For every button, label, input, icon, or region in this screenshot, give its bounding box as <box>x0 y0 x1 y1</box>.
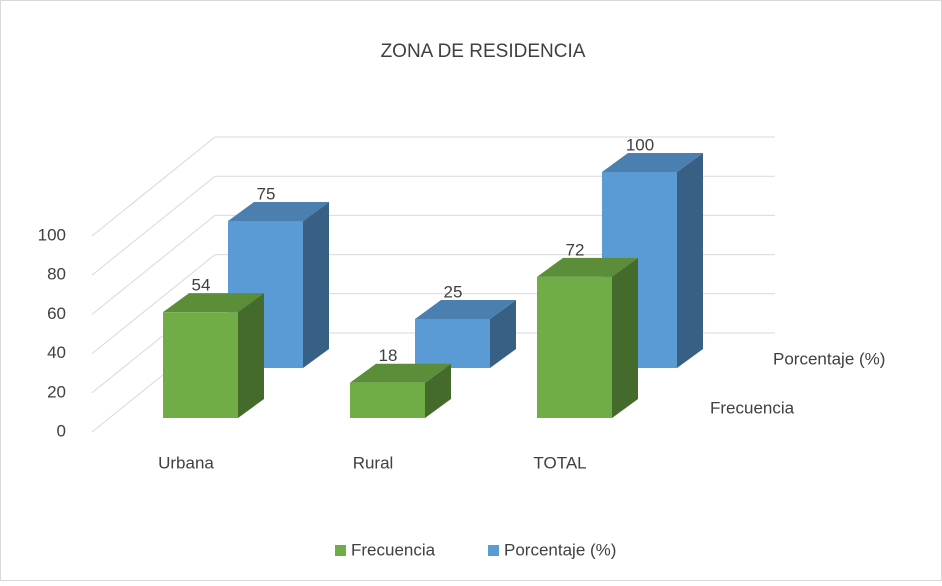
data-label: 25 <box>444 282 463 301</box>
grid-line <box>91 175 775 276</box>
x-tick-label: TOTAL <box>533 453 586 472</box>
bar-side <box>425 363 451 418</box>
bar <box>350 363 451 418</box>
y-tick-label: 80 <box>47 265 66 284</box>
y-tick-label: 60 <box>47 304 66 323</box>
depth-label: Frecuencia <box>710 398 795 417</box>
depth-label: Porcentaje (%) <box>773 349 885 368</box>
y-tick-label: 100 <box>38 225 66 244</box>
bar <box>163 293 264 418</box>
legend-swatch <box>488 545 499 556</box>
chart-title: ZONA DE RESIDENCIA <box>381 41 586 62</box>
bar <box>537 257 638 418</box>
y-tick-label: 40 <box>47 343 66 362</box>
y-tick-label: 20 <box>47 382 66 401</box>
data-label: 18 <box>379 346 398 365</box>
x-tick-label: Urbana <box>158 453 214 472</box>
data-label: 75 <box>257 184 276 203</box>
bar-top <box>537 257 638 277</box>
bar-top <box>350 363 451 383</box>
bar-side <box>677 153 703 368</box>
bar-side <box>612 257 638 418</box>
grid-line <box>91 254 775 354</box>
legend-label: Porcentaje (%) <box>504 540 616 559</box>
grid-line <box>91 136 775 237</box>
bar <box>415 300 516 368</box>
x-tick-label: Rural <box>353 453 394 472</box>
labels: 0 20 40 60 80 100 75 25 100 54 18 72 Urbana Rural TOTA… <box>38 135 886 559</box>
bar-side <box>238 293 264 418</box>
bar-top <box>415 300 516 319</box>
bars <box>163 153 703 418</box>
bar-top <box>163 293 264 313</box>
legend-label: Frecuencia <box>351 540 436 559</box>
bar-front <box>163 312 238 418</box>
data-label: 100 <box>626 135 654 154</box>
bar-front <box>350 382 425 418</box>
bar-side <box>490 300 516 368</box>
legend-swatch <box>335 545 346 556</box>
bar-front <box>415 319 490 368</box>
data-label: 54 <box>192 276 211 295</box>
y-tick-label: 0 <box>57 421 66 440</box>
grid-line <box>91 214 775 315</box>
bar-top <box>228 202 329 221</box>
data-label: 72 <box>566 240 585 259</box>
bar-top <box>602 153 703 172</box>
bar-side <box>303 202 329 368</box>
bar-front <box>537 276 612 418</box>
